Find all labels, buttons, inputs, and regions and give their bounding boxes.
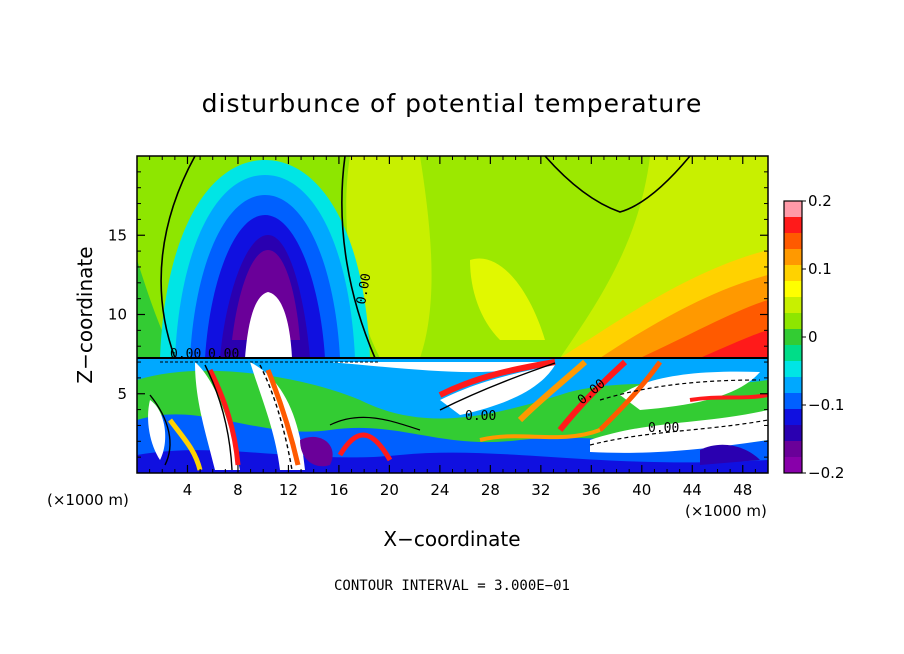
plot-area	[137, 156, 768, 473]
contour-label: 0.00	[208, 347, 239, 362]
colorbar-swatch	[784, 457, 802, 474]
x-tick-label: 28	[481, 481, 500, 499]
colorbar-tick-label: 0.2	[808, 192, 832, 210]
y-axis: 5 10 15	[108, 171, 768, 458]
x-tick-label: 12	[279, 481, 298, 499]
x-tick-label: 32	[531, 481, 550, 499]
contour-interval-note: CONTOUR INTERVAL = 3.000E−01	[334, 578, 570, 594]
contour-label: 0.00	[465, 409, 496, 424]
colorbar-swatch	[784, 409, 802, 426]
y-tick-label: 15	[108, 226, 127, 244]
lower-turbulent-region	[137, 358, 768, 473]
colorbar-tick-label: −0.1	[808, 396, 844, 414]
x-tick-label: 24	[430, 481, 449, 499]
colorbar-swatch	[784, 361, 802, 378]
chart-title: disturbunce of potential temperature	[202, 89, 703, 118]
colorbar-swatch	[784, 265, 802, 282]
colorbar-swatch	[784, 393, 802, 410]
contour-label: 0.00	[170, 347, 201, 362]
colorbar-swatch	[784, 249, 802, 266]
colorbar-swatch	[784, 217, 802, 234]
x-tick-label: 4	[183, 481, 193, 499]
colorbar-tick-label: −0.2	[808, 464, 844, 482]
x-axis-label: X−coordinate	[383, 527, 520, 551]
colorbar-swatch	[784, 345, 802, 362]
colorbar-swatch	[784, 281, 802, 298]
x-tick-label: 40	[632, 481, 651, 499]
x-unit-left: (×1000 m)	[47, 491, 129, 509]
colorbar-swatch	[784, 377, 802, 394]
x-axis: 4 8 12 16 20 24 28 32 36 40 44 48	[149, 156, 756, 499]
colorbar-swatch	[784, 313, 802, 330]
cold-plume	[160, 160, 370, 358]
colorbar: 0.2 0.1 0 −0.1 −0.2	[783, 192, 844, 482]
colorbar-swatch	[784, 329, 802, 346]
x-tick-label: 36	[582, 481, 601, 499]
contour-label: 0.00	[648, 421, 679, 436]
y-axis-label: Z−coordinate	[73, 246, 97, 383]
colorbar-swatch	[784, 201, 802, 218]
colorbar-tick-label: 0.1	[808, 260, 832, 278]
x-tick-label: 20	[380, 481, 399, 499]
colorbar-swatch	[784, 441, 802, 458]
y-tick-label: 5	[117, 385, 127, 403]
y-tick-label: 10	[108, 306, 127, 324]
colorbar-swatch	[784, 297, 802, 314]
x-tick-label: 16	[329, 481, 348, 499]
x-tick-label: 8	[233, 481, 243, 499]
colorbar-swatch	[784, 233, 802, 250]
warm-region	[560, 250, 768, 358]
colorbar-tick-label: 0	[808, 328, 818, 346]
x-tick-label: 48	[733, 481, 752, 499]
contour-label: 0.00	[354, 272, 374, 305]
x-tick-label: 44	[683, 481, 702, 499]
colorbar-swatch	[784, 425, 802, 442]
x-unit-right: (×1000 m)	[685, 502, 767, 520]
